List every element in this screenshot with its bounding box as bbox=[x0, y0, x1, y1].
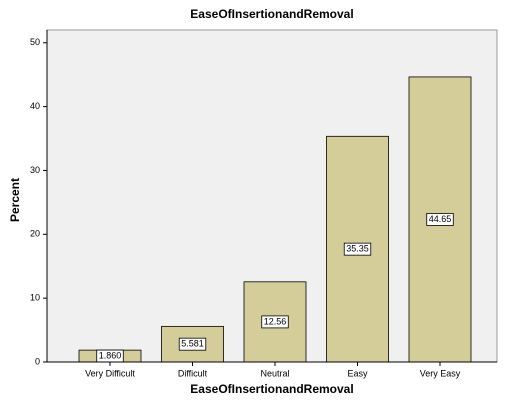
y-tick-label: 40 bbox=[30, 101, 40, 111]
data-label: 44.65 bbox=[429, 214, 452, 224]
x-tick-label: Difficult bbox=[178, 368, 208, 378]
data-label-box bbox=[261, 315, 289, 329]
data-label: 1.860 bbox=[99, 350, 122, 360]
data-label: 5.581 bbox=[181, 339, 204, 349]
y-tick-label: 30 bbox=[30, 165, 40, 175]
x-axis-label: EaseOfInsertionandRemoval bbox=[190, 382, 353, 396]
data-label-box bbox=[426, 213, 454, 226]
chart-title: EaseOfInsertionandRemoval bbox=[190, 7, 353, 21]
data-label: 35.35 bbox=[346, 244, 369, 254]
data-label-box bbox=[343, 242, 372, 256]
x-tick-label: Very Difficult bbox=[85, 368, 135, 378]
data-label: 12.56 bbox=[264, 316, 287, 326]
data-label-box bbox=[178, 337, 207, 351]
y-axis-label: Percent bbox=[8, 178, 22, 222]
y-tick-label: 50 bbox=[30, 37, 40, 47]
y-tick-label: 10 bbox=[30, 293, 40, 303]
x-tick-label: Neutral bbox=[260, 368, 289, 378]
x-tick-label: Easy bbox=[347, 368, 368, 378]
x-tick-label: Very Easy bbox=[420, 368, 461, 378]
y-tick-label: 20 bbox=[30, 229, 40, 239]
y-tick-label: 0 bbox=[35, 356, 40, 366]
